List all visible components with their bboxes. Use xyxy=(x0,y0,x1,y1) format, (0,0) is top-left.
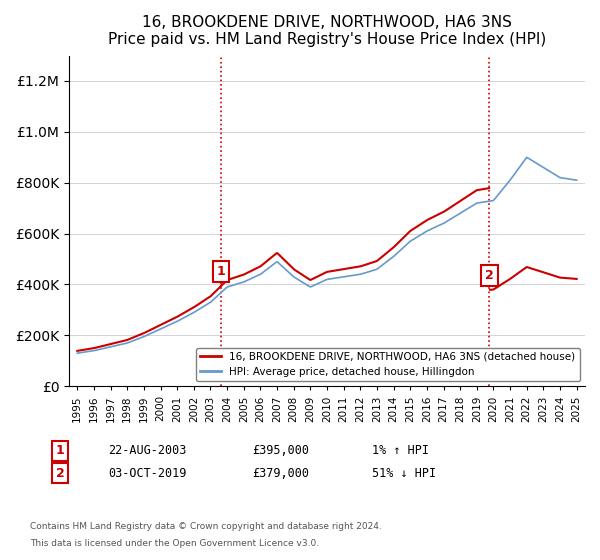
Text: £379,000: £379,000 xyxy=(252,466,309,480)
Text: Contains HM Land Registry data © Crown copyright and database right 2024.: Contains HM Land Registry data © Crown c… xyxy=(30,522,382,531)
Text: 51% ↓ HPI: 51% ↓ HPI xyxy=(372,466,436,480)
Text: 1% ↑ HPI: 1% ↑ HPI xyxy=(372,444,429,458)
Text: 1: 1 xyxy=(217,265,226,278)
Text: 1: 1 xyxy=(56,444,64,458)
Legend: 16, BROOKDENE DRIVE, NORTHWOOD, HA6 3NS (detached house), HPI: Average price, de: 16, BROOKDENE DRIVE, NORTHWOOD, HA6 3NS … xyxy=(196,348,580,381)
Text: 2: 2 xyxy=(56,466,64,480)
Text: £395,000: £395,000 xyxy=(252,444,309,458)
Text: 2: 2 xyxy=(485,269,494,282)
Title: 16, BROOKDENE DRIVE, NORTHWOOD, HA6 3NS
Price paid vs. HM Land Registry's House : 16, BROOKDENE DRIVE, NORTHWOOD, HA6 3NS … xyxy=(108,15,546,48)
Text: This data is licensed under the Open Government Licence v3.0.: This data is licensed under the Open Gov… xyxy=(30,539,319,548)
Text: 03-OCT-2019: 03-OCT-2019 xyxy=(108,466,187,480)
Text: 22-AUG-2003: 22-AUG-2003 xyxy=(108,444,187,458)
